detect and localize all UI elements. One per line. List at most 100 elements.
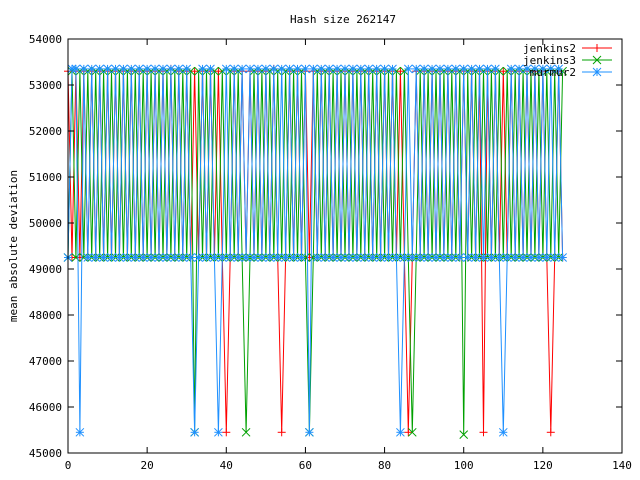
data-point-murmur2 <box>356 64 366 74</box>
legend-item-jenkins3: jenkins3 <box>523 54 612 67</box>
data-point-murmur2 <box>249 253 259 262</box>
y-tick-label: 48000 <box>29 309 62 322</box>
data-point-murmur2 <box>253 64 263 74</box>
data-point-murmur2 <box>186 253 196 262</box>
data-point-murmur2 <box>392 253 401 262</box>
data-point-murmur2 <box>431 253 441 262</box>
data-point-murmur2 <box>297 253 306 262</box>
data-point-murmur2 <box>221 64 231 74</box>
y-tick-label: 52000 <box>29 125 62 138</box>
data-point-murmur2 <box>463 253 473 262</box>
data-point-murmur2 <box>146 253 156 262</box>
data-point-murmur2 <box>451 64 461 74</box>
data-point-murmur2 <box>447 253 457 262</box>
data-point-murmur2 <box>534 253 544 262</box>
data-point-murmur2 <box>364 64 374 74</box>
data-point-murmur2 <box>411 64 421 74</box>
data-point-murmur2 <box>546 64 556 74</box>
data-point-murmur2 <box>380 64 389 74</box>
data-point-murmur2 <box>115 253 124 262</box>
legend-marker <box>592 55 602 65</box>
legend-item-jenkins2: jenkins2 <box>523 42 612 55</box>
data-point-murmur2 <box>352 253 362 262</box>
data-point-murmur2 <box>241 253 251 262</box>
legend-label: jenkins3 <box>523 54 576 67</box>
data-point-jenkins3 <box>71 253 81 262</box>
data-point-murmur2 <box>324 64 334 74</box>
data-point-murmur2 <box>126 64 136 74</box>
data-point-jenkins3 <box>241 427 251 437</box>
data-point-murmur2 <box>75 427 85 437</box>
data-point-murmur2 <box>538 64 548 74</box>
legend-item-murmur2: murmur2 <box>530 66 612 79</box>
data-point-murmur2 <box>498 427 508 437</box>
data-point-jenkins3 <box>459 430 469 439</box>
data-point-jenkins2 <box>396 67 405 76</box>
data-point-jenkins2 <box>75 253 84 262</box>
data-point-murmur2 <box>229 64 239 74</box>
data-point-murmur2 <box>400 253 409 262</box>
data-point-murmur2 <box>289 253 298 262</box>
data-point-murmur2 <box>526 253 536 262</box>
data-point-jenkins2 <box>499 67 508 76</box>
data-point-murmur2 <box>558 253 567 262</box>
data-point-murmur2 <box>514 64 524 74</box>
data-point-murmur2 <box>301 64 310 74</box>
data-point-murmur2 <box>403 64 413 74</box>
data-point-murmur2 <box>308 64 318 74</box>
y-axis-label: mean absolute deviation <box>7 170 20 322</box>
data-point-murmur2 <box>198 64 207 74</box>
plot-frame <box>67 38 623 454</box>
data-point-murmur2 <box>328 253 338 262</box>
data-point-murmur2 <box>320 253 330 262</box>
data-point-murmur2 <box>471 253 480 262</box>
data-point-murmur2 <box>182 64 192 74</box>
x-tick-label: 140 <box>612 459 632 472</box>
data-point-murmur2 <box>518 253 528 262</box>
data-point-murmur2 <box>206 64 215 74</box>
data-point-murmur2 <box>439 253 449 262</box>
data-point-murmur2 <box>388 64 397 74</box>
data-point-murmur2 <box>510 253 520 262</box>
data-point-murmur2 <box>233 253 243 262</box>
data-point-murmur2 <box>443 64 453 74</box>
legend-marker <box>593 44 601 52</box>
data-point-murmur2 <box>214 427 223 437</box>
data-point-murmur2 <box>494 253 504 262</box>
data-point-murmur2 <box>340 64 350 74</box>
data-point-murmur2 <box>407 253 417 262</box>
data-point-murmur2 <box>368 253 378 262</box>
y-tick-label: 45000 <box>29 447 62 460</box>
data-point-murmur2 <box>435 64 445 74</box>
y-tick-label: 46000 <box>29 401 62 414</box>
data-point-murmur2 <box>79 64 89 74</box>
data-point-murmur2 <box>530 64 540 74</box>
data-point-murmur2 <box>162 253 172 262</box>
data-point-murmur2 <box>550 253 560 262</box>
data-point-jenkins2 <box>479 428 488 437</box>
data-point-murmur2 <box>487 253 496 262</box>
data-point-murmur2 <box>285 64 294 74</box>
data-point-murmur2 <box>111 64 120 74</box>
data-point-murmur2 <box>467 64 476 74</box>
x-tick-label: 80 <box>378 459 391 472</box>
data-point-murmur2 <box>91 253 101 262</box>
data-point-jenkins2 <box>190 67 199 76</box>
data-point-murmur2 <box>360 253 370 262</box>
data-point-murmur2 <box>415 253 425 262</box>
series-layer <box>63 64 567 439</box>
data-point-murmur2 <box>95 64 105 74</box>
y-tick-label: 53000 <box>29 79 62 92</box>
data-point-murmur2 <box>372 64 382 74</box>
data-point-murmur2 <box>83 253 93 262</box>
data-point-murmur2 <box>483 64 492 74</box>
legend-marker <box>592 67 602 77</box>
data-point-murmur2 <box>316 64 326 74</box>
data-point-murmur2 <box>119 64 128 74</box>
y-tick-label: 50000 <box>29 217 62 230</box>
data-point-murmur2 <box>419 64 429 74</box>
data-point-murmur2 <box>376 253 385 262</box>
data-point-murmur2 <box>396 427 405 437</box>
legend-label: murmur2 <box>530 66 576 79</box>
